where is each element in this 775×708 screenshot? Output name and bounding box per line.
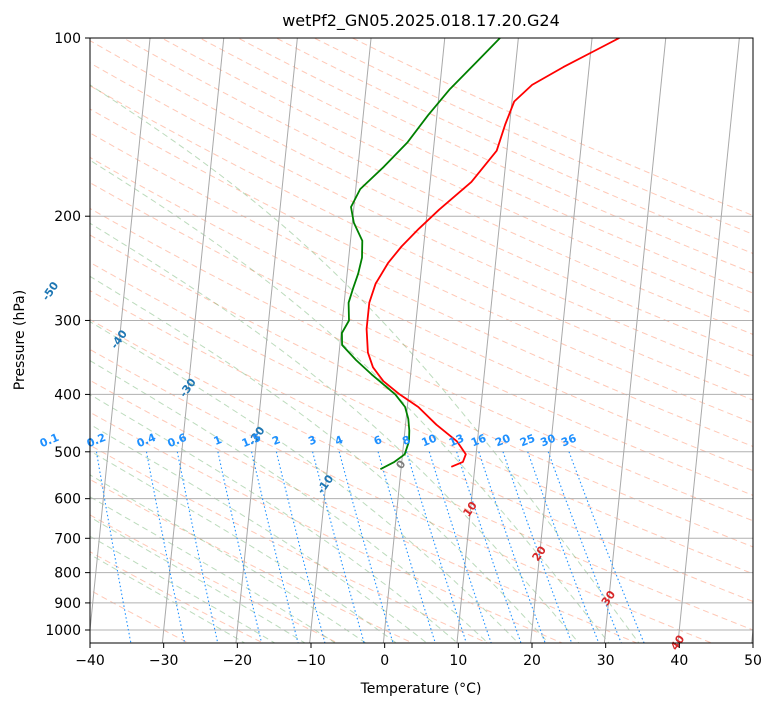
y-tick-label: 300 (54, 313, 81, 329)
mixing-ratio-label: 3 (306, 433, 318, 448)
dry-adiabat (90, 444, 489, 643)
moist-adiabat (90, 496, 337, 643)
dry-adiabat (90, 289, 753, 603)
mixing-ratio-label: 20 (493, 432, 512, 450)
y-tick-label: 500 (54, 445, 81, 461)
x-tick-label: −30 (149, 653, 179, 669)
dry-adiabat (198, 38, 753, 294)
y-tick-label: 700 (54, 531, 81, 547)
dry-adiabat (90, 379, 639, 643)
isotherm-gridline (382, 38, 446, 643)
moist-adiabat (90, 222, 580, 643)
dry-adiabat (236, 38, 753, 274)
y-axis-label: Pressure (hPa) (12, 290, 28, 390)
moist-adiabat (90, 84, 640, 643)
mixing-ratio-label: 25 (518, 432, 537, 450)
mixing-ratio-line (251, 451, 299, 643)
moist-adiabat (90, 393, 459, 643)
mixing-ratio-label: 2 (270, 433, 282, 448)
x-tick-label: 50 (744, 653, 762, 669)
moist-adiabat (90, 321, 519, 643)
mixing-ratio-label: 13 (447, 432, 466, 450)
isotherm-gridline (235, 38, 298, 643)
mixing-ratio-line (478, 451, 546, 643)
moist-adiabat (90, 450, 398, 643)
dry-adiabat (90, 514, 339, 643)
moist-adiabat (90, 159, 610, 643)
mixing-ratio-label: 36 (559, 432, 578, 450)
moist-adiabat (90, 275, 550, 643)
mixing-ratio-line (568, 451, 645, 643)
mixing-ratio-label: 10 (420, 432, 439, 450)
moist-adiabat (90, 360, 489, 643)
mixing-ratio-label: 30 (538, 432, 557, 450)
y-tick-label: 600 (54, 492, 81, 508)
dry-adiabat (313, 38, 753, 235)
mixing-ratio-line (217, 451, 263, 643)
mixing-ratio-line (275, 451, 326, 643)
mixing-ratio-line (312, 451, 365, 643)
x-axis-label: Temperature (°C) (360, 681, 482, 697)
x-tick-label: −20 (223, 653, 253, 669)
mixing-ratio-label: 16 (469, 432, 488, 450)
isotherm-gridline (456, 38, 519, 643)
plot-frame (89, 37, 754, 644)
mixing-ratio-line (338, 451, 394, 643)
profile-series-temperature (365, 38, 620, 468)
profile-series-dewpoint (341, 38, 501, 470)
dry-adiabat (90, 108, 753, 424)
mixing-ratio-line (456, 451, 522, 643)
x-tick-label: 30 (597, 653, 615, 669)
y-tick-label: 400 (54, 387, 81, 403)
isotherm-gridline (603, 38, 667, 643)
chart-title: wetPf2_GN05.2025.018.17.20.G24 (282, 11, 560, 31)
x-tick-label: −40 (75, 653, 105, 669)
mixing-ratio-line (95, 451, 132, 643)
moist-adiabat (90, 535, 276, 643)
mixing-ratio-line (428, 451, 492, 643)
y-tick-label: 900 (54, 596, 81, 612)
mixing-ratio-line (377, 451, 436, 643)
x-tick-label: 10 (449, 653, 467, 669)
moist-adiabat (90, 553, 246, 643)
y-tick-label: 800 (54, 566, 81, 582)
isotherm-gridline (309, 38, 372, 643)
dry-adiabat (90, 40, 753, 357)
isotherm-gridline (161, 38, 225, 643)
dry-adiabat (90, 62, 753, 379)
mixing-ratio-line (406, 451, 467, 643)
mixing-ratio-line (527, 451, 600, 643)
dry-adiabat (90, 318, 753, 631)
mixing-ratio-line (502, 451, 573, 643)
mixing-ratio-label: 1 (212, 433, 224, 448)
dry-adiabat (90, 85, 753, 401)
isotherm-gridline (530, 38, 593, 643)
isotherm-gridline (90, 38, 151, 635)
dry-adiabat (90, 156, 753, 472)
x-tick-label: −10 (296, 653, 326, 669)
dry-adiabat (90, 234, 753, 548)
dry-adiabat (90, 182, 753, 496)
y-tick-label: 1000 (45, 623, 81, 639)
x-tick-label: 40 (670, 653, 688, 669)
y-tick-label: 100 (54, 31, 81, 47)
mixing-ratio-line (547, 451, 622, 643)
mixing-ratio-label: 8 (400, 433, 412, 448)
dry-adiabat (122, 38, 753, 335)
isotherm-gridline (677, 38, 740, 643)
x-tick-label: 0 (380, 653, 389, 669)
moist-adiabat (90, 474, 367, 643)
y-tick-label: 200 (54, 209, 81, 225)
x-tick-label: 20 (523, 653, 541, 669)
